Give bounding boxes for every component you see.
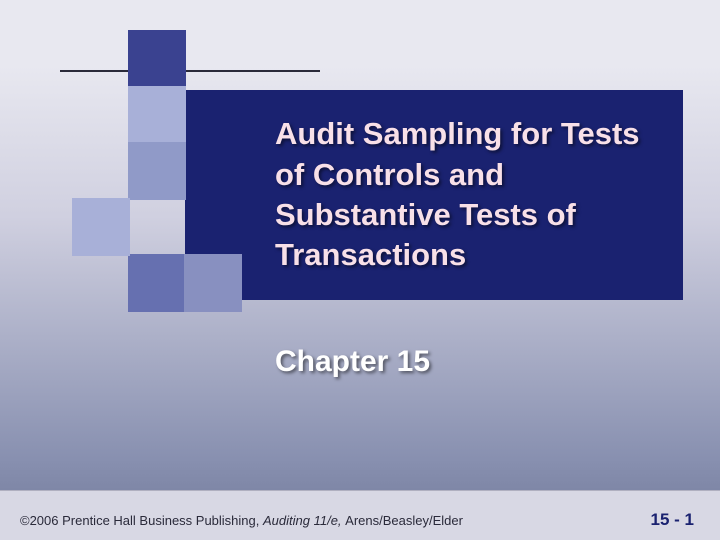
slide-container: Audit Sampling for Tests of Controls and… [0, 0, 720, 540]
decorative-square [128, 30, 186, 88]
copyright-italic: Auditing 11/e, [263, 513, 345, 528]
title-block: Audit Sampling for Tests of Controls and… [185, 90, 683, 300]
decorative-square [72, 198, 130, 256]
footer-copyright: ©2006 Prentice Hall Business Publishing,… [20, 513, 463, 528]
decorative-square [128, 86, 186, 144]
footer-bar: ©2006 Prentice Hall Business Publishing,… [0, 490, 720, 540]
decorative-square [128, 142, 186, 200]
copyright-suffix: Arens/Beasley/Elder [345, 513, 463, 528]
slide-title: Audit Sampling for Tests of Controls and… [275, 114, 663, 275]
page-number: 15 - 1 [651, 510, 694, 530]
decorative-rule [60, 70, 320, 72]
slide-subtitle: Chapter 15 [275, 345, 430, 379]
copyright-prefix: ©2006 Prentice Hall Business Publishing, [20, 513, 263, 528]
decorative-square [128, 254, 186, 312]
decorative-square [184, 254, 242, 312]
